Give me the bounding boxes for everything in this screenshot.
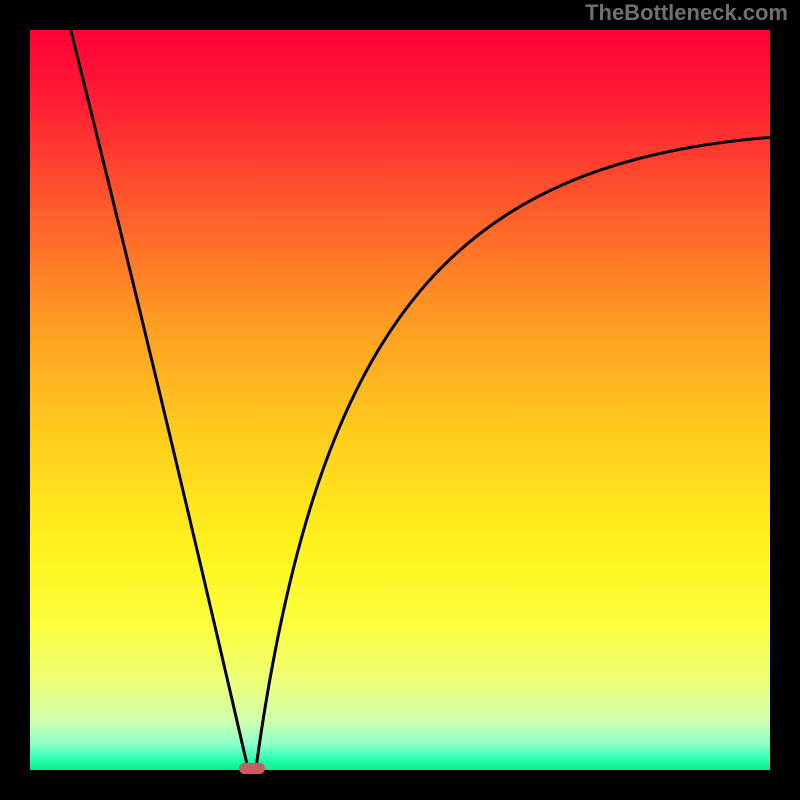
watermark-text: TheBottleneck.com xyxy=(585,0,788,26)
chart-container: TheBottleneck.com xyxy=(0,0,800,800)
minimum-marker xyxy=(239,763,265,774)
plot-area xyxy=(30,30,770,770)
bottleneck-curve xyxy=(30,30,770,770)
